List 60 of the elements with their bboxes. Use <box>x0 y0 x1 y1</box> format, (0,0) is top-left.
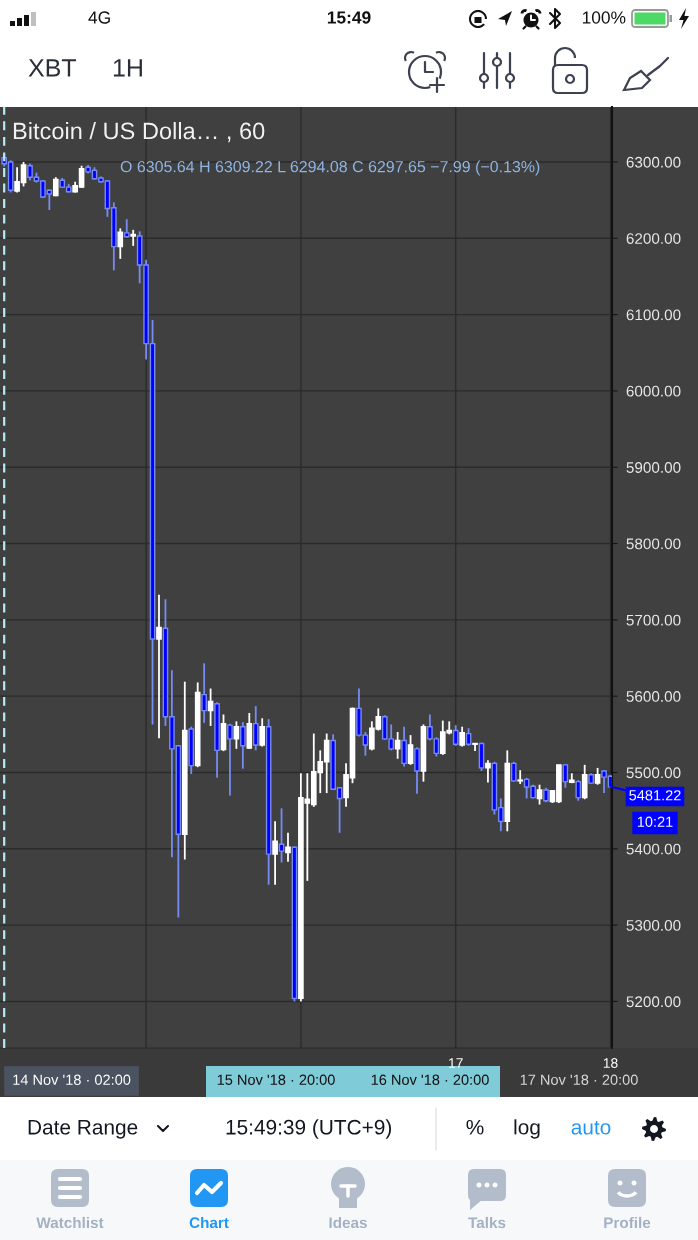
candlestick <box>575 779 582 802</box>
y-tick-label: 5200.00 <box>626 996 681 1008</box>
y-tick-label: 5400.00 <box>626 843 681 855</box>
text: Talks <box>468 1216 506 1229</box>
y-tick-label: 6100.00 <box>626 309 681 321</box>
candlestick <box>259 717 266 748</box>
text: 15:49:39 (UTC+9) <box>226 1119 392 1139</box>
ref-line-label: 14 Nov '18 · 02:00 <box>13 1074 131 1085</box>
candlestick <box>201 662 207 724</box>
candlestick <box>272 820 278 886</box>
candlestick <box>285 831 291 863</box>
text: 15 Nov '18 · 20:00 <box>217 1074 335 1085</box>
text: XBT <box>28 59 77 77</box>
y-tick-label: 5700.00 <box>626 614 681 626</box>
text: Chart <box>189 1216 229 1229</box>
text: 1H <box>113 59 142 77</box>
candlestick <box>240 721 246 770</box>
text: 15:49 <box>327 11 371 24</box>
candlestick <box>117 227 124 260</box>
candlestick <box>536 783 543 806</box>
text: Bitcoin / US Dolla… , 60 <box>13 122 265 143</box>
text: Watchlist <box>36 1216 104 1229</box>
x-tick-label: 18 <box>603 1058 618 1068</box>
y-tick-label: 5900.00 <box>626 462 681 473</box>
candlestick <box>407 734 414 766</box>
text: 100% <box>582 11 626 24</box>
candlestick <box>485 759 491 784</box>
text: auto <box>571 1120 611 1135</box>
x-tick-label: 17 <box>449 1058 463 1068</box>
text: 10:21 <box>637 816 673 827</box>
candlestick <box>130 228 137 247</box>
text: Ideas <box>329 1216 367 1229</box>
candlestick <box>510 760 517 783</box>
candlestick <box>394 731 401 760</box>
candlestick <box>452 724 459 747</box>
annotation: 5481.22 <box>629 790 681 801</box>
y-tick-label: 6200.00 <box>626 233 681 244</box>
y-tick-label: 6000.00 <box>626 385 681 397</box>
candlestick <box>581 763 588 801</box>
y-tick-label: 6300.00 <box>626 156 681 168</box>
y-tick-label: 5600.00 <box>626 691 681 702</box>
text: 16 Nov '18 · 20:00 <box>371 1074 489 1085</box>
text: 4G <box>88 11 110 24</box>
y-tick-label: 5300.00 <box>626 920 681 931</box>
candlestick <box>227 722 233 797</box>
text: % <box>466 1119 484 1135</box>
text: 17 Nov '18 · 20:00 <box>520 1074 638 1085</box>
candlestick <box>252 705 259 752</box>
candlestick <box>233 720 240 750</box>
candlestick <box>459 725 465 748</box>
y-tick-label: 5500.00 <box>626 767 681 779</box>
candlestick <box>156 593 162 740</box>
candlestick <box>401 725 407 768</box>
text: Date Range <box>28 1120 138 1139</box>
text: log <box>514 1119 540 1139</box>
text: Profile <box>604 1216 651 1229</box>
y-tick-label: 5800.00 <box>626 538 681 550</box>
text: O 6305.64 H 6309.22 L 6294.08 C 6297.65 −7.99 (−0.13%) <box>120 160 540 176</box>
candlestick <box>123 218 130 239</box>
candlestick <box>414 746 420 795</box>
